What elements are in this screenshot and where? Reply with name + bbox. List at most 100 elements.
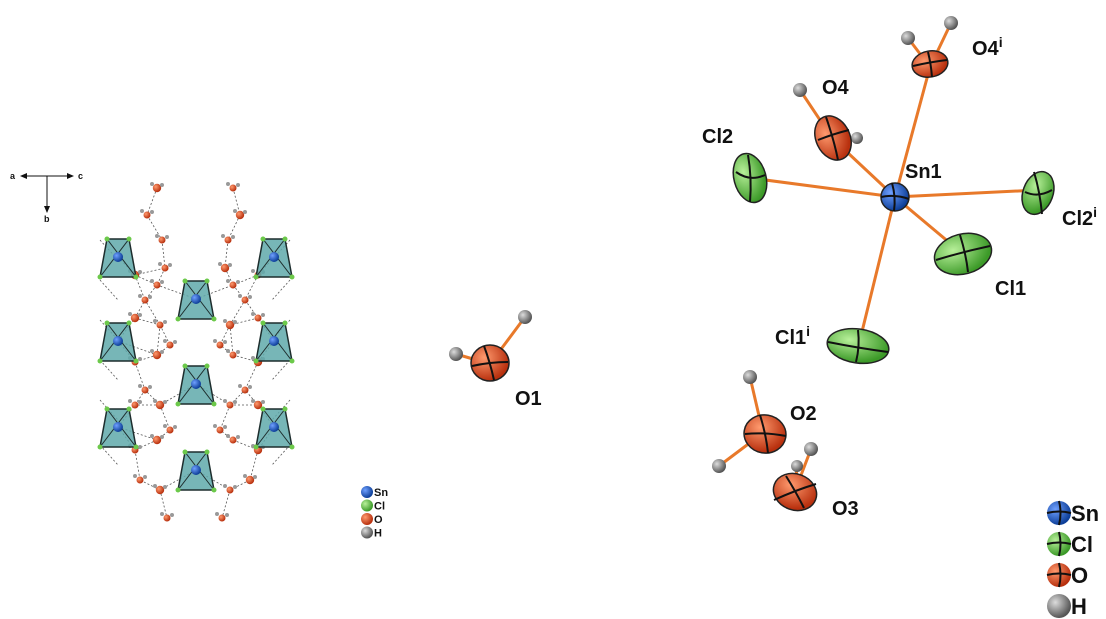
packing-hydrogen — [148, 295, 152, 299]
packing-hydrogen — [138, 384, 142, 388]
packing-chlorine — [104, 320, 110, 326]
ellipsoid-o2 — [743, 414, 787, 454]
packing-hydrogen — [153, 484, 157, 488]
packing-tin — [269, 336, 279, 346]
packing-hydrogen — [213, 339, 217, 343]
packing-hydrogen — [150, 279, 154, 283]
packing-hydrogen — [138, 400, 142, 404]
packing-hydrogen — [243, 474, 247, 478]
packing-chlorine — [253, 444, 259, 450]
packing-hydrogen — [160, 280, 164, 284]
label-o3: O3 — [832, 498, 859, 520]
packing-oxygen — [229, 351, 237, 359]
packing-oxygen — [220, 263, 230, 273]
packing-hydrogen — [221, 234, 225, 238]
packing-oxygen — [225, 320, 235, 330]
legend-swatch-sn — [1047, 501, 1071, 525]
packing-oxygen — [152, 435, 162, 445]
packing-hydrogen — [231, 235, 235, 239]
atom-labels: Sn1 Cl2 Cl2i Cl1 Cl1i O4 O4i O1 O2 O3 — [515, 34, 1097, 520]
packing-oxygen — [216, 341, 224, 349]
packing-oxygen — [141, 386, 149, 394]
packing-hydrogen — [170, 513, 174, 517]
packing-hydrogen — [128, 312, 132, 316]
packing-hydrogen — [251, 356, 255, 360]
packing-hydrogen — [248, 385, 252, 389]
packing-hydrogen — [251, 269, 255, 273]
packing-hydrogen — [236, 435, 240, 439]
packing-hydrogen — [236, 350, 240, 354]
packing-hydrogen — [218, 262, 222, 266]
packing-hydrogen — [261, 400, 265, 404]
ellipsoid-o4 — [814, 115, 852, 161]
packing-hydrogen — [138, 357, 142, 361]
packing-oxygen — [158, 236, 166, 244]
label-cl1i: Cl1i — [775, 323, 810, 349]
legend-item-o: O — [361, 513, 383, 526]
packing-hydrogen — [138, 445, 142, 449]
packing-chlorine — [97, 358, 103, 364]
packing-hydrogen — [150, 182, 154, 186]
packing-hydrogen — [148, 385, 152, 389]
packing-hydrogen — [213, 424, 217, 428]
legend-label-sn: Sn — [374, 487, 388, 499]
packing-hydrogen — [261, 313, 265, 317]
ellipsoid-o1 — [470, 344, 510, 382]
packing-oxygen — [155, 400, 165, 410]
packing-chlorine — [260, 406, 266, 412]
packing-hydrogen — [226, 182, 230, 186]
label-sn1: Sn1 — [905, 161, 942, 183]
legend-item-cl: Cl — [361, 499, 385, 513]
sncl4o2-octahedron — [175, 449, 217, 493]
packing-hydrogen — [165, 235, 169, 239]
packing-hydrogen — [243, 210, 247, 214]
packing-oxygen — [163, 514, 171, 522]
packing-hydrogen — [163, 339, 167, 343]
packing-chlorine — [97, 274, 103, 280]
legend-swatch-cl — [361, 499, 373, 512]
packing-hydrogen — [155, 234, 159, 238]
ellipsoid-cl1 — [933, 232, 993, 276]
legend-swatch-cl — [1047, 532, 1071, 556]
packing-chlorine — [175, 401, 181, 407]
packing-oxygen — [166, 426, 174, 434]
packing-hydrogen — [160, 435, 164, 439]
packing-hydrogen — [233, 400, 237, 404]
packing-hydrogen — [233, 485, 237, 489]
packing-hydrogen — [163, 400, 167, 404]
label-o4: O4 — [822, 77, 850, 99]
packing-hydrogen — [153, 319, 157, 323]
packing-oxygen — [131, 401, 139, 409]
legend-item-h: H — [361, 526, 382, 540]
packing-hydrogen — [138, 270, 142, 274]
packing-oxygen — [152, 350, 162, 360]
packing-chlorine — [182, 363, 188, 369]
packing-tin — [113, 252, 123, 262]
packing-hydrogen — [236, 183, 240, 187]
axis-c-label: c — [78, 171, 83, 181]
packing-chlorine — [289, 358, 295, 364]
legend-label-cl: Cl — [374, 501, 385, 513]
ellipsoid-cl2i — [1021, 170, 1055, 216]
packing-hydrogen — [223, 484, 227, 488]
legend-label-h: H — [1071, 594, 1087, 619]
label-cl2: Cl2 — [702, 126, 733, 148]
packing-chlorine — [126, 236, 132, 242]
packing-oxygen — [245, 475, 255, 485]
legend-label-o: O — [1071, 563, 1088, 588]
packing-hydrogen — [228, 263, 232, 267]
packing-oxygen — [152, 183, 162, 193]
packing-oxygen — [229, 184, 237, 192]
legend-swatch-o — [1047, 563, 1071, 587]
packing-hydrogen — [163, 424, 167, 428]
packing-hydrogen — [233, 320, 237, 324]
packing-hydrogen — [251, 399, 255, 403]
packing-oxygen — [229, 281, 237, 289]
packing-hydrogen — [150, 434, 154, 438]
packing-hydrogen — [223, 319, 227, 323]
packing-hydrogen — [138, 294, 142, 298]
packing-hydrogen — [133, 474, 137, 478]
packing-chlorine — [97, 444, 103, 450]
legend-label-cl: Cl — [1071, 532, 1093, 557]
